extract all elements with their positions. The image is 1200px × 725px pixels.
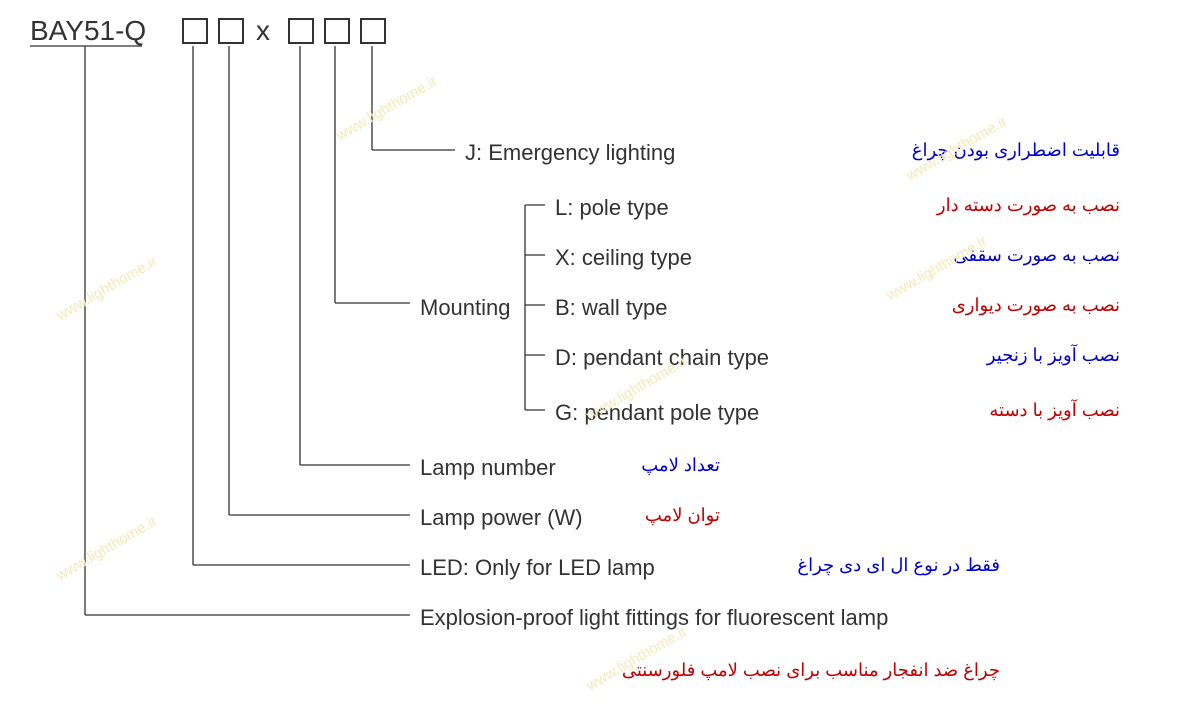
diagram-root: BAY51-Q x J: Emergency lightingقابلیت اض…	[0, 0, 1200, 725]
label-en-lamppow: Lamp power (W)	[420, 505, 583, 531]
code-box-0	[182, 18, 208, 44]
label-en-led: LED: Only for LED lamp	[420, 555, 655, 581]
label-fa-lamppow: توان لامپ	[645, 505, 720, 526]
label-fa-j: قابلیت اضطراری بودن چراغ	[912, 140, 1120, 161]
label-en-m_x: X: ceiling type	[555, 245, 692, 271]
label-fa-led: فقط در نوع ال ای دی چراغ	[797, 555, 1000, 576]
label-fa-exp_fa: چراغ ضد انفجار مناسب برای نصب لامپ فلورس…	[622, 660, 1000, 681]
label-fa-m_l: نصب به صورت دسته دار	[937, 195, 1120, 216]
label-en-lampnum: Lamp number	[420, 455, 556, 481]
label-fa-m_b: نصب به صورت دیواری	[952, 295, 1120, 316]
label-en-exp: Explosion-proof light fittings for fluor…	[420, 605, 888, 631]
label-en-m_d: D: pendant chain type	[555, 345, 769, 371]
label-fa-m_g: نصب آویز با دسته	[989, 400, 1120, 421]
label-en-m_l: L: pole type	[555, 195, 669, 221]
label-en-j: J: Emergency lighting	[465, 140, 675, 166]
code-box-3	[324, 18, 350, 44]
code-box-2	[288, 18, 314, 44]
label-en-m_g: G: pendant pole type	[555, 400, 759, 426]
label-fa-lampnum: تعداد لامپ	[641, 455, 720, 476]
label-en-m_b: B: wall type	[555, 295, 668, 321]
label-fa-m_x: نصب به صورت سقفی	[954, 245, 1120, 266]
code-box-1	[218, 18, 244, 44]
label-fa-m_d: نصب آویز با زنجیر	[987, 345, 1120, 366]
code-box-4	[360, 18, 386, 44]
label-en-mount: Mounting	[420, 295, 511, 321]
